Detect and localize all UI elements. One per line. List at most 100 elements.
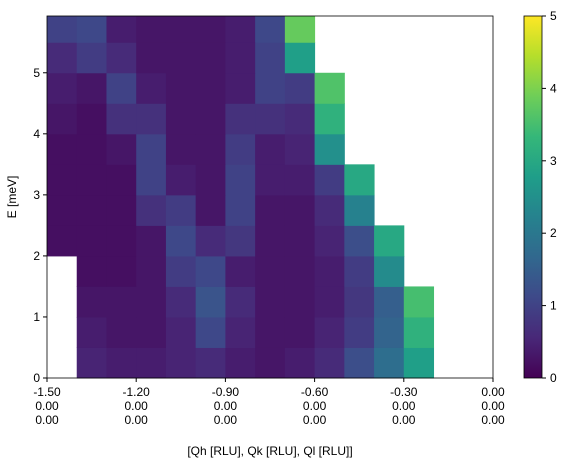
x-tick-label: -0.90 0.00 0.00 <box>211 385 240 427</box>
heat-cell <box>255 72 286 104</box>
heat-cell <box>255 347 286 379</box>
colorbar <box>523 15 543 379</box>
plot-frame <box>46 15 494 379</box>
heat-cell <box>225 42 256 74</box>
heat-cell <box>47 16 78 43</box>
heat-cell <box>136 164 167 196</box>
heat-cell <box>165 194 197 226</box>
heat-cell <box>195 133 226 165</box>
heat-cell <box>165 255 197 287</box>
heat-cell <box>47 164 78 196</box>
heat-cell <box>47 194 78 226</box>
heat-cell <box>255 286 286 318</box>
heat-cell <box>374 347 405 379</box>
heat-cell <box>136 347 167 379</box>
heat-cell <box>76 286 107 318</box>
heat-cell <box>106 286 137 318</box>
heat-cell <box>284 103 316 135</box>
heat-cell <box>106 194 137 226</box>
y-tick-label: 2 <box>33 249 40 263</box>
heat-cell <box>195 72 226 104</box>
heat-cell <box>165 16 197 43</box>
heat-cell <box>255 16 286 43</box>
heat-cell <box>314 225 345 257</box>
heat-cell <box>136 16 167 43</box>
heat-cell <box>284 164 316 196</box>
heat-cell <box>165 164 197 196</box>
heat-cell <box>255 225 286 257</box>
heat-cell <box>165 316 197 348</box>
heat-cell <box>106 72 137 104</box>
heat-cell <box>225 133 256 165</box>
colorbar-tick-label: 3 <box>550 154 557 168</box>
heat-cell <box>314 194 345 226</box>
heat-cell <box>106 16 137 43</box>
y-tick-label: 0 <box>33 371 40 385</box>
heat-cell <box>284 194 316 226</box>
heat-cell <box>225 255 256 287</box>
x-tick-label: 0.00 0.00 0.00 <box>481 385 505 427</box>
heat-cell <box>136 225 167 257</box>
heat-cell <box>106 225 137 257</box>
heat-cell <box>195 16 226 43</box>
heat-cell <box>344 347 375 379</box>
heat-cell <box>374 225 405 257</box>
heat-cell <box>195 42 226 74</box>
heat-cell <box>136 42 167 74</box>
heat-cell <box>106 255 137 287</box>
heat-cell <box>47 133 78 165</box>
heat-cell <box>195 347 226 379</box>
heat-cell <box>225 347 256 379</box>
heat-cell <box>403 316 435 348</box>
heat-cell <box>195 255 226 287</box>
heat-cell <box>284 347 316 379</box>
heat-cell <box>106 347 137 379</box>
y-tick-label: 4 <box>33 127 40 141</box>
heat-cell <box>165 42 197 74</box>
heat-cell <box>314 133 345 165</box>
heat-cell <box>106 42 137 74</box>
heat-cell <box>136 194 167 226</box>
heat-cell <box>76 194 107 226</box>
heat-cell <box>314 347 345 379</box>
heat-cell <box>106 133 137 165</box>
heat-cell <box>344 255 375 287</box>
heat-cell <box>344 164 375 196</box>
heat-cell <box>284 133 316 165</box>
y-axis-label: E [meV] <box>5 176 19 219</box>
heat-cell <box>314 72 345 104</box>
heat-cell <box>284 286 316 318</box>
heat-cell <box>106 164 137 196</box>
heat-cell <box>255 133 286 165</box>
colorbar-tick-label: 0 <box>550 371 557 385</box>
heat-cell <box>255 103 286 135</box>
x-tick-label: -0.60 0.00 0.00 <box>300 385 329 427</box>
heat-cell <box>76 347 107 379</box>
heat-cell <box>47 225 78 257</box>
heat-cell <box>225 16 256 43</box>
heat-cell <box>225 164 256 196</box>
heat-cell <box>374 255 405 287</box>
heat-cell <box>225 194 256 226</box>
heat-cell <box>344 194 375 226</box>
heat-cell <box>255 316 286 348</box>
heat-cell <box>314 316 345 348</box>
heat-cell <box>165 72 197 104</box>
heat-cell <box>165 133 197 165</box>
heat-cell <box>136 255 167 287</box>
heat-cell <box>284 255 316 287</box>
heat-cell <box>255 194 286 226</box>
heat-cell <box>165 225 197 257</box>
y-tick-label: 3 <box>33 188 40 202</box>
heat-cell <box>225 225 256 257</box>
heat-cell <box>195 286 226 318</box>
heat-cell <box>76 72 107 104</box>
colorbar-tick-label: 1 <box>550 299 557 313</box>
heat-cell <box>106 103 137 135</box>
heat-cell <box>76 255 107 287</box>
heat-cell <box>403 347 435 379</box>
heat-cell <box>225 316 256 348</box>
heat-cell <box>284 42 316 74</box>
colorbar-tick-label: 2 <box>550 226 557 240</box>
